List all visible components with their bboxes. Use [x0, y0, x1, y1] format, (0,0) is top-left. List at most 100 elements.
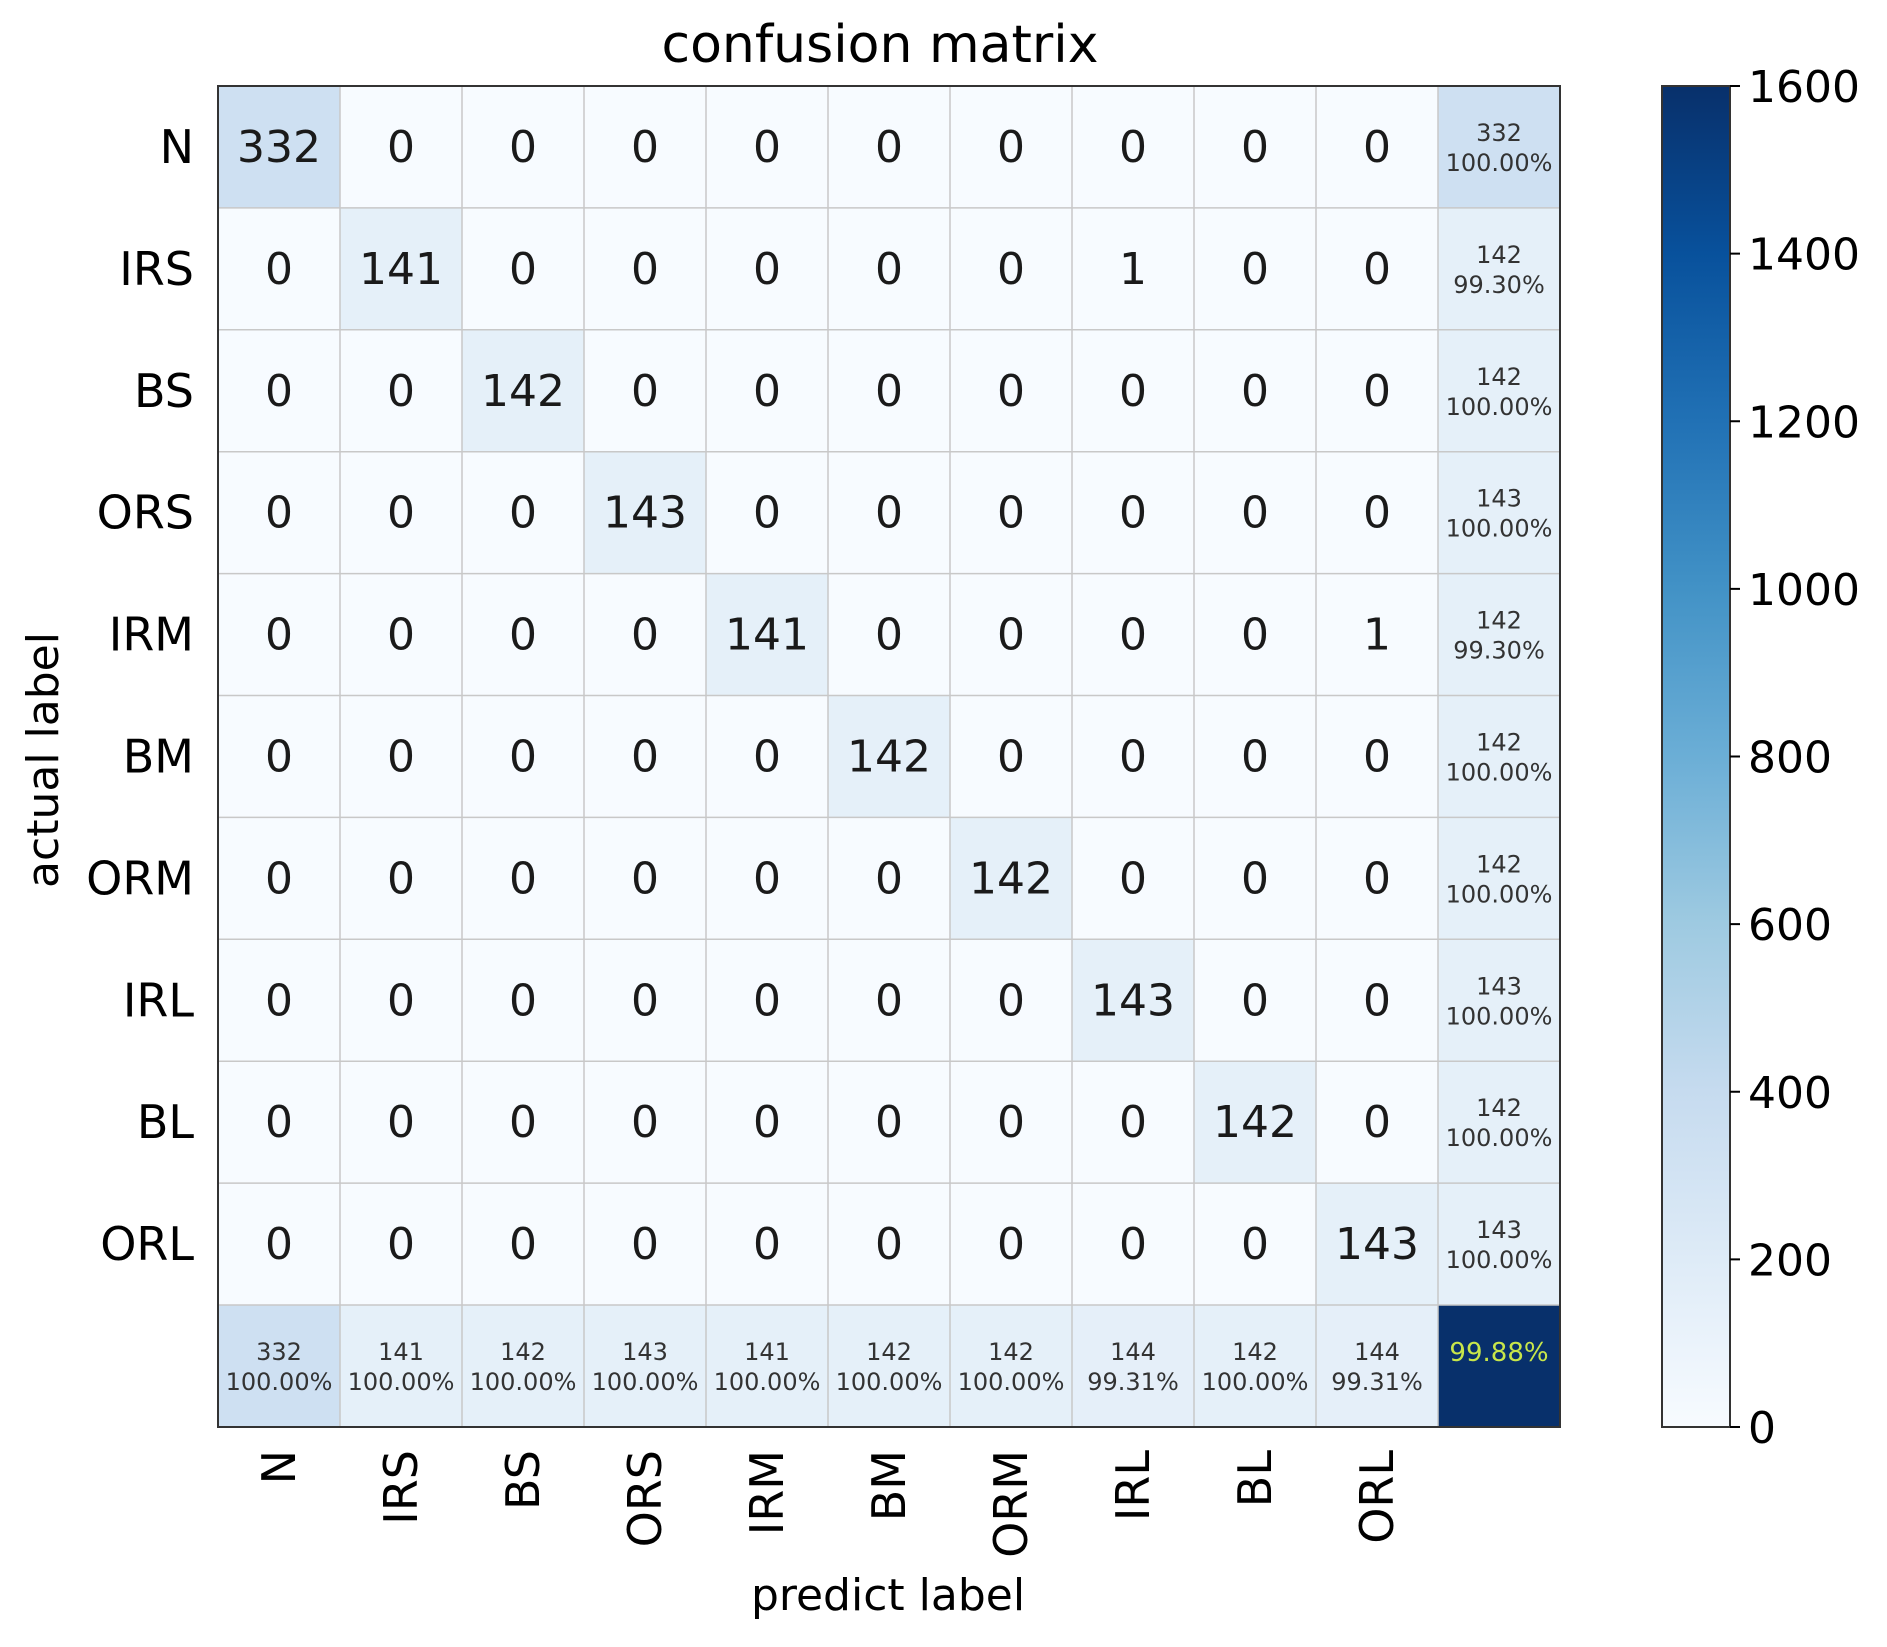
cell-value: 0	[1241, 122, 1269, 173]
row-summary-pct: 100.00%	[1446, 1246, 1553, 1274]
matrix-cell	[950, 207, 1072, 330]
matrix-cell	[1316, 1183, 1438, 1305]
matrix-cell	[828, 573, 950, 696]
x-tick-label: IRM	[740, 1450, 794, 1535]
cell-value: 141	[359, 244, 443, 295]
y-tick-label: BM	[123, 729, 194, 783]
cell-value: 0	[875, 366, 903, 417]
matrix-cell	[950, 1061, 1072, 1184]
matrix-cell	[462, 695, 584, 818]
cell-value: 0	[387, 853, 415, 904]
cell-value: 0	[1363, 244, 1391, 295]
row-summary-total: 332	[1476, 119, 1522, 147]
matrix-cell	[950, 329, 1072, 452]
matrix-cell	[1072, 817, 1194, 940]
matrix-cell	[584, 329, 706, 452]
matrix-cell	[1194, 573, 1316, 696]
cell-value: 0	[875, 488, 903, 539]
row-summary-total: 143	[1476, 972, 1522, 1000]
cell-value: 0	[1119, 122, 1147, 173]
cell-value: 0	[875, 975, 903, 1026]
y-tick-label: BL	[137, 1095, 195, 1149]
matrix-cell	[1194, 939, 1316, 1062]
row-summary-cell	[1438, 939, 1560, 1062]
matrix-cell	[340, 329, 462, 452]
cell-value: 0	[631, 975, 659, 1026]
row-summary-pct: 100.00%	[1446, 515, 1553, 543]
cell-value: 0	[1363, 366, 1391, 417]
matrix-cell	[706, 329, 828, 452]
matrix-cell	[584, 207, 706, 330]
matrix-cell	[218, 207, 340, 330]
matrix-cell	[1072, 573, 1194, 696]
x-tick-label: N	[252, 1450, 306, 1484]
cell-value: 0	[387, 610, 415, 661]
colorbar-tick-label: 400	[1748, 1068, 1832, 1119]
cell-value: 0	[875, 122, 903, 173]
cell-value: 0	[997, 731, 1025, 782]
matrix-cell	[950, 451, 1072, 574]
cell-value: 0	[997, 366, 1025, 417]
matrix-frame	[217, 85, 1561, 1428]
cell-value: 0	[1119, 1219, 1147, 1270]
row-summary-pct: 100.00%	[1446, 1124, 1553, 1152]
matrix-cell	[340, 207, 462, 330]
x-tick-label: BL	[1228, 1450, 1282, 1508]
row-summary-pct: 99.30%	[1453, 271, 1545, 299]
matrix-cell	[706, 86, 828, 208]
cell-value: 0	[265, 610, 293, 661]
cell-value: 0	[997, 244, 1025, 295]
colorbar-tick-label: 1600	[1748, 62, 1860, 113]
y-tick-label: BS	[134, 364, 194, 418]
matrix-cell	[340, 939, 462, 1062]
col-summary-total: 142	[500, 1338, 546, 1366]
row-summary-total: 143	[1476, 485, 1522, 513]
row-summary-total: 142	[1476, 1094, 1522, 1122]
x-tick-label: BS	[496, 1450, 550, 1510]
cell-value: 141	[725, 610, 809, 661]
matrix-cell	[950, 1183, 1072, 1305]
col-summary-cell	[1072, 1305, 1194, 1427]
col-summary-total: 141	[378, 1338, 424, 1366]
cell-value: 0	[1119, 731, 1147, 782]
col-summary-pct: 100.00%	[348, 1368, 455, 1396]
matrix-cell	[462, 939, 584, 1062]
colorbar-tick-label: 200	[1748, 1235, 1832, 1286]
matrix-cell	[1072, 207, 1194, 330]
cell-value: 0	[265, 488, 293, 539]
cell-value: 0	[875, 244, 903, 295]
cell-value: 0	[631, 853, 659, 904]
matrix-cell	[706, 451, 828, 574]
col-summary-pct: 100.00%	[226, 1368, 333, 1396]
cell-value: 0	[509, 1097, 537, 1148]
colorbar-tick-label: 0	[1748, 1403, 1776, 1454]
cell-value: 0	[997, 1219, 1025, 1270]
cell-value: 0	[265, 366, 293, 417]
x-tick-label: ORS	[618, 1450, 672, 1547]
matrix-cell	[1316, 817, 1438, 940]
col-summary-cell	[706, 1305, 828, 1427]
matrix-cell	[1316, 939, 1438, 1062]
matrix-cell	[584, 1183, 706, 1305]
col-summary-pct: 100.00%	[958, 1368, 1065, 1396]
row-summary-pct: 100.00%	[1446, 880, 1553, 908]
matrix-cell	[706, 1061, 828, 1184]
cell-value: 1	[1363, 610, 1391, 661]
row-summary-cell	[1438, 817, 1560, 940]
colorbar-tick-label: 1000	[1748, 565, 1860, 616]
cell-value: 0	[509, 853, 537, 904]
y-tick-label: ORS	[97, 486, 194, 540]
matrix-cell	[828, 86, 950, 208]
cell-value: 0	[509, 975, 537, 1026]
cell-value: 0	[875, 1097, 903, 1148]
overall-accuracy-value: 99.88%	[1449, 1338, 1548, 1368]
matrix-cell	[218, 451, 340, 574]
matrix-cell	[1316, 695, 1438, 818]
x-tick-label: IRL	[1106, 1450, 1160, 1522]
cell-value: 0	[387, 488, 415, 539]
cell-value: 0	[753, 122, 781, 173]
matrix-cell	[950, 695, 1072, 818]
colorbar-tick-label: 1200	[1748, 397, 1860, 448]
cell-value: 0	[509, 731, 537, 782]
col-summary-total: 142	[1232, 1338, 1278, 1366]
